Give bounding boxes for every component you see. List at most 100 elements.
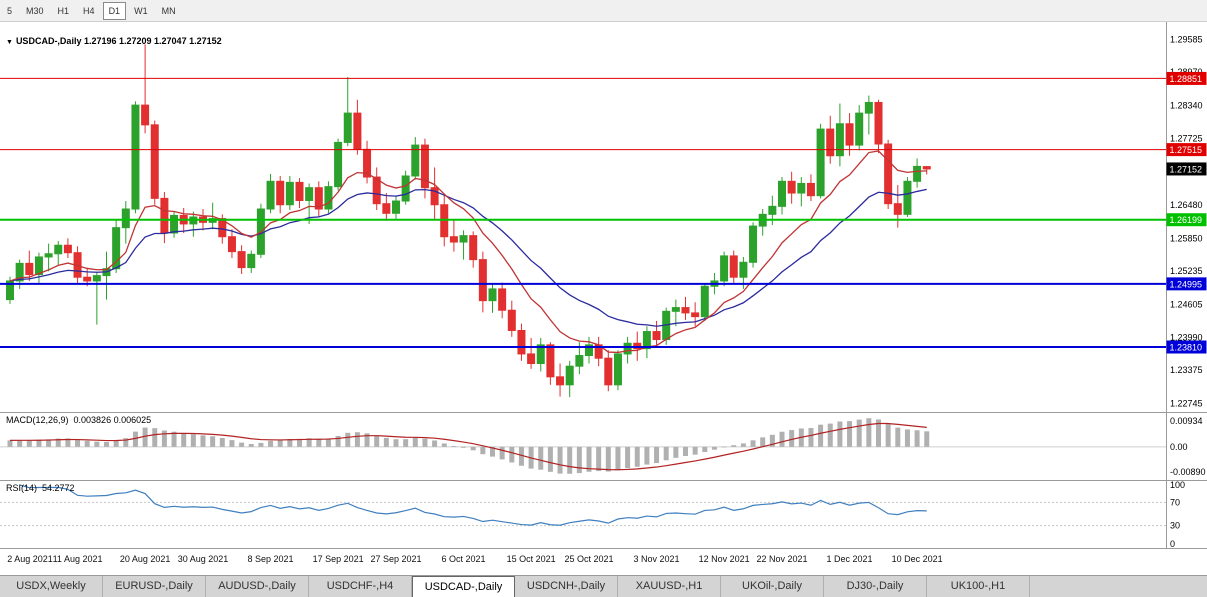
tab-usdchf-[interactable]: USDCHF-,H4 — [309, 576, 412, 597]
date-label: 12 Nov 2021 — [699, 554, 750, 564]
candle-body — [401, 175, 410, 202]
price-axis-label: 1.24605 — [1170, 300, 1203, 310]
timeframe-button-h4[interactable]: H4 — [83, 5, 95, 16]
candle-body — [334, 141, 343, 188]
candle-body — [420, 144, 429, 189]
macd-bar — [441, 443, 447, 447]
date-label: 27 Sep 2021 — [370, 554, 421, 564]
candle-body — [392, 200, 400, 214]
price-badge — [1166, 277, 1207, 291]
candle-body — [314, 187, 323, 210]
tab-ukoil-[interactable]: UKOil-,Daily — [721, 576, 824, 597]
tab-dj30-[interactable]: DJ30-,Daily — [824, 576, 927, 597]
macd-axis-label: 0.00 — [1170, 442, 1188, 452]
tab-eurusd-[interactable]: EURUSD-,Daily — [103, 576, 206, 597]
timeframe-button-d1[interactable]: D1 — [102, 1, 127, 20]
macd-bar — [210, 436, 216, 447]
timeframe-button-w1[interactable]: W1 — [134, 5, 148, 16]
timeframe-toolbar: 5 M30 H1 H4 D1 W1 MN — [0, 0, 1207, 22]
macd-bar — [885, 423, 891, 447]
macd-bar — [480, 446, 486, 455]
macd-label: MACD(12,26,9) — [6, 415, 69, 425]
timeframe-button-mn[interactable]: MN — [161, 5, 176, 16]
candle-body — [92, 275, 101, 282]
candle-body — [575, 355, 584, 367]
macd-values: 0.003826 0.006025 — [73, 415, 152, 425]
candle-body — [633, 342, 642, 350]
macd-bar — [94, 441, 100, 447]
macd-bar — [248, 444, 254, 447]
macd-bar — [55, 438, 61, 447]
tab-usdcad-[interactable]: USDCAD-,Daily — [412, 576, 515, 597]
price-badge-label: 1.24995 — [1170, 279, 1203, 289]
chart-marker-icon: ▼ — [6, 39, 13, 46]
macd-bar — [827, 423, 833, 447]
timeframe-button-5[interactable]: 5 — [7, 5, 13, 16]
candle-body — [488, 288, 497, 302]
price-axis-label: 1.25850 — [1170, 233, 1203, 243]
macd-bar — [721, 446, 727, 448]
price-badge-label: 1.26199 — [1170, 215, 1203, 225]
candle-body — [459, 235, 468, 243]
macd-bar — [740, 443, 746, 447]
candle-body — [604, 357, 613, 386]
macd-bar — [422, 438, 428, 447]
date-label: 10 Dec 2021 — [892, 554, 943, 564]
macd-bar — [702, 446, 708, 453]
candle-body — [507, 309, 516, 331]
macd-bar — [374, 435, 380, 447]
timeframe-button-h1[interactable]: H1 — [57, 5, 70, 16]
macd-bar — [654, 446, 660, 464]
price-axis-label: 1.26480 — [1170, 200, 1203, 210]
price-badge — [1166, 213, 1207, 227]
date-label: 22 Nov 2021 — [756, 554, 807, 564]
candle-body — [797, 182, 806, 194]
candle-body — [816, 128, 825, 197]
price-badge-label: 1.27515 — [1170, 145, 1203, 155]
price-badge-label: 1.23810 — [1170, 343, 1203, 353]
candle-body — [440, 204, 449, 238]
macd-axis-label: -0.00890 — [1170, 467, 1206, 477]
macd-bar — [161, 430, 167, 447]
macd-bar — [509, 446, 515, 463]
chart-symbol-label: USDCAD-,Daily — [15, 36, 82, 46]
candle-body — [285, 181, 294, 206]
macd-bar — [84, 440, 90, 447]
candle-body — [430, 187, 439, 206]
candle-body — [34, 256, 43, 276]
macd-bar — [75, 439, 81, 447]
tab-usdx[interactable]: USDX,Weekly — [0, 576, 103, 597]
price-axis-label: 1.22745 — [1170, 399, 1203, 409]
tab-audusd-[interactable]: AUDUSD-,Daily — [206, 576, 309, 597]
date-label: 30 Aug 2021 — [178, 554, 229, 564]
price-badge — [1166, 143, 1207, 157]
candle-body — [54, 244, 63, 255]
macd-bar — [914, 430, 920, 447]
timeframe-button-m30[interactable]: M30 — [26, 5, 44, 16]
macd-bar — [769, 434, 775, 447]
tab-uk100-[interactable]: UK100-,H1 — [927, 576, 1030, 597]
time-axis[interactable] — [0, 549, 1166, 575]
macd-bar — [576, 446, 582, 474]
tab-xauusd-[interactable]: XAUUSD-,H1 — [618, 576, 721, 597]
candle-body — [83, 276, 92, 282]
macd-bar — [219, 437, 225, 447]
candle-body — [739, 261, 748, 278]
macd-bar — [152, 428, 158, 447]
macd-bar — [36, 439, 42, 447]
tab-usdcnh-[interactable]: USDCNH-,Daily — [515, 576, 618, 597]
macd-bar — [470, 446, 476, 451]
candle-body — [63, 244, 72, 254]
macd-bar — [383, 437, 389, 447]
macd-bar — [297, 438, 302, 447]
candle-body — [266, 180, 275, 210]
macd-bar — [364, 433, 370, 447]
macd-bar — [432, 440, 438, 447]
candle-body — [652, 331, 661, 341]
macd-bar — [258, 442, 264, 447]
candle-body — [729, 255, 738, 278]
candle-body — [556, 376, 565, 386]
candle-body — [15, 262, 24, 282]
macd-bar — [132, 431, 138, 447]
rsi-panel[interactable] — [0, 481, 1166, 548]
